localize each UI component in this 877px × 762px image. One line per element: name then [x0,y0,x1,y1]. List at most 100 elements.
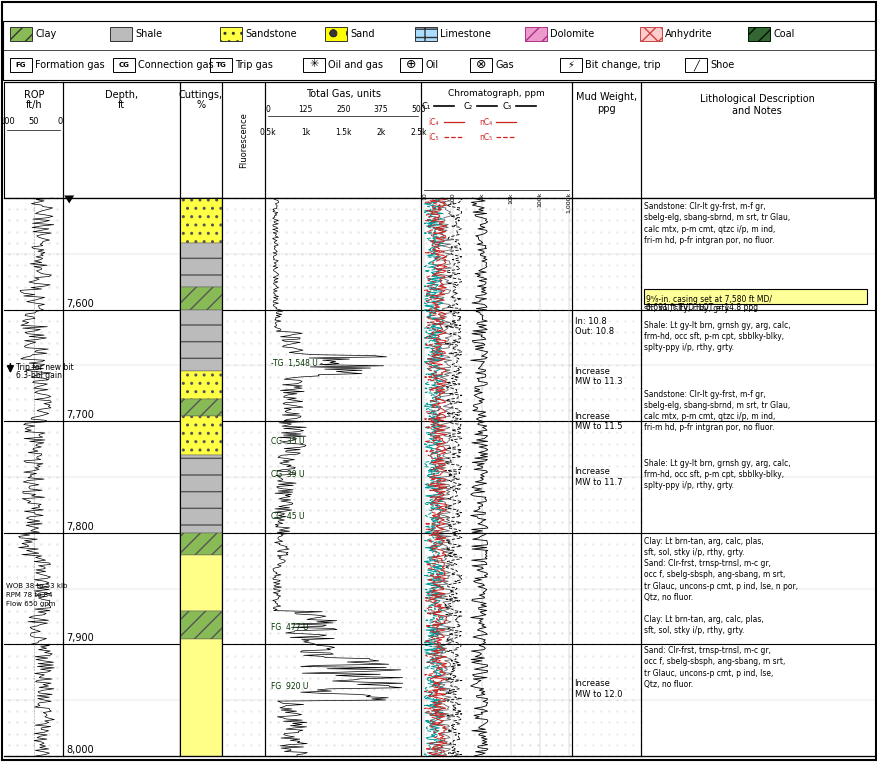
Text: TG: TG [216,62,226,68]
Text: RPM 78 to 84: RPM 78 to 84 [6,592,53,598]
Text: Gas: Gas [495,59,513,70]
Text: 1,000k: 1,000k [566,192,570,213]
Text: 7,700: 7,700 [66,410,94,420]
Bar [180,555,222,611]
Text: 7,600: 7,600 [66,299,94,309]
Text: iC₄: iC₄ [428,117,438,126]
Bar [220,27,242,41]
Text: iC₅: iC₅ [428,133,438,142]
Text: ⊕: ⊕ [405,58,416,72]
Text: Connection gas: Connection gas [138,59,213,70]
Text: Increase
MW to 11.5: Increase MW to 11.5 [574,411,622,431]
Bar [180,611,222,639]
Text: In: 10.8
Out: 10.8: In: 10.8 Out: 10.8 [574,317,613,336]
Bar [684,58,706,72]
Text: %: % [196,100,205,110]
Text: Sand: Clr-frst, trnsp-trnsl, m-c gr,
occ f, sbelg-sbsph, ang-sbang, m srt,
tr Gl: Sand: Clr-frst, trnsp-trnsl, m-c gr, occ… [643,559,797,602]
Text: Flow 650 gpm: Flow 650 gpm [6,601,56,607]
Bar [180,455,222,533]
Bar [469,58,491,72]
Bar [10,58,32,72]
Text: ✳: ✳ [309,59,318,69]
Text: Chromatograph, ppm: Chromatograph, ppm [447,88,545,98]
Text: Increase
MW to 12.0: Increase MW to 12.0 [574,679,622,699]
Text: CG: CG [118,62,129,68]
Bar [180,309,222,371]
Bar [180,243,222,287]
Text: 100: 100 [450,192,455,203]
Text: 6.3-bbl gain: 6.3-bbl gain [17,370,62,379]
Text: Clay: Lt brn-tan, arg, calc, plas,
sft, sol, slty, rthy, grty.: Clay: Lt brn-tan, arg, calc, plas, sft, … [643,293,763,313]
Text: Sandstone: Sandstone [245,29,296,40]
Bar [303,58,324,72]
Bar [113,58,135,72]
Bar [180,371,222,399]
Text: FG: FG [16,62,26,68]
Text: ppg: ppg [596,104,615,114]
Text: ft/h: ft/h [25,100,42,110]
Text: FG  920 U: FG 920 U [271,682,308,691]
Text: 10: 10 [422,192,426,200]
Bar [10,27,32,41]
Text: 250: 250 [336,104,350,114]
Bar [324,27,346,41]
Bar [180,415,222,455]
Bar [560,58,581,72]
Bar [524,27,546,41]
Text: Depth,: Depth, [105,89,138,100]
Text: 10k: 10k [508,192,513,203]
Text: 100: 100 [0,117,15,126]
Text: ft: ft [118,100,125,110]
Bar [639,27,661,41]
Text: nC₄: nC₄ [479,117,492,126]
Text: Shale: Lt gy-lt brn, grnsh gy, arg, calc,
frm-hd, occ sft, p-m cpt, sbblky-blky,: Shale: Lt gy-lt brn, grnsh gy, arg, calc… [643,321,789,352]
Text: Coal: Coal [772,29,794,40]
Text: CG  45 U: CG 45 U [271,511,304,520]
Text: Sandstone: Clr-lt gy-frst, m-f gr,
sbelg-elg, sbang-sbrnd, m srt, tr Glau,
calc : Sandstone: Clr-lt gy-frst, m-f gr, sbelg… [643,390,789,432]
Text: Increase
MW to 11.7: Increase MW to 11.7 [574,467,622,487]
Bar [210,58,232,72]
Text: 1k: 1k [479,192,484,200]
Text: 50: 50 [29,117,39,126]
Text: 7,900: 7,900 [66,633,94,643]
Bar [180,639,222,756]
Text: nC₅: nC₅ [479,133,492,142]
Text: WOB 38 to 53 klb: WOB 38 to 53 klb [6,583,68,589]
Polygon shape [64,196,75,203]
Text: Fluorescence: Fluorescence [239,112,248,168]
Text: FG  477 U: FG 477 U [271,623,309,632]
Text: Mud Weight,: Mud Weight, [575,91,636,101]
Text: ⊗: ⊗ [475,58,486,72]
Text: Shale: Lt gy-lt brn, grnsh gy, arg, calc,
frm-hd, occ sft, p-m cpt, sbblky-blky,: Shale: Lt gy-lt brn, grnsh gy, arg, calc… [643,459,789,490]
Text: 1k: 1k [301,127,310,136]
Text: Shoe: Shoe [709,59,733,70]
Text: 9⁵⁄₈-in. casing set at 7,580 ft MD/: 9⁵⁄₈-in. casing set at 7,580 ft MD/ [645,295,771,303]
Text: Increase
MW to 11.3: Increase MW to 11.3 [574,367,622,386]
Text: ╱: ╱ [692,59,698,71]
Bar [180,533,222,555]
Text: 7,800: 7,800 [66,522,94,532]
Text: Trip for new bit: Trip for new bit [17,363,74,372]
Bar [4,82,873,198]
Text: 2.5k: 2.5k [410,127,426,136]
Text: CG  39 U: CG 39 U [271,470,304,479]
Text: Oil and gas: Oil and gas [328,59,382,70]
Bar [415,27,437,41]
Text: 125: 125 [298,104,312,114]
Text: Clay: Lt brn-tan, arg, calc, plas,
sft, sol, stky i/p, rthy, grty.: Clay: Lt brn-tan, arg, calc, plas, sft, … [643,537,763,557]
Bar [180,399,222,415]
Text: Anhydrite: Anhydrite [664,29,712,40]
Bar [747,27,769,41]
Text: CG  35 U: CG 35 U [271,437,304,446]
Text: Clay: Clay [35,29,56,40]
Bar [400,58,422,72]
Text: and Notes: and Notes [731,105,781,116]
Text: Sandstone: Clr-lt gy-frst, m-f gr,
sbelg-elg, sbang-sbrnd, m srt, tr Glau,
calc : Sandstone: Clr-lt gy-frst, m-f gr, sbelg… [643,203,789,245]
Text: Total Gas, units: Total Gas, units [305,88,381,98]
Text: 0: 0 [58,117,63,126]
Text: -TG  1,548 U -: -TG 1,548 U - [271,359,323,368]
Text: Trip gas: Trip gas [235,59,273,70]
Text: 1.5k: 1.5k [335,127,351,136]
Text: Sand: Clr-frst, trnsp-trnsl, m-c gr,
occ f, sbelg-sbsph, ang-sbang, m srt,
tr Gl: Sand: Clr-frst, trnsp-trnsl, m-c gr, occ… [643,646,784,689]
Text: Limestone: Limestone [439,29,490,40]
